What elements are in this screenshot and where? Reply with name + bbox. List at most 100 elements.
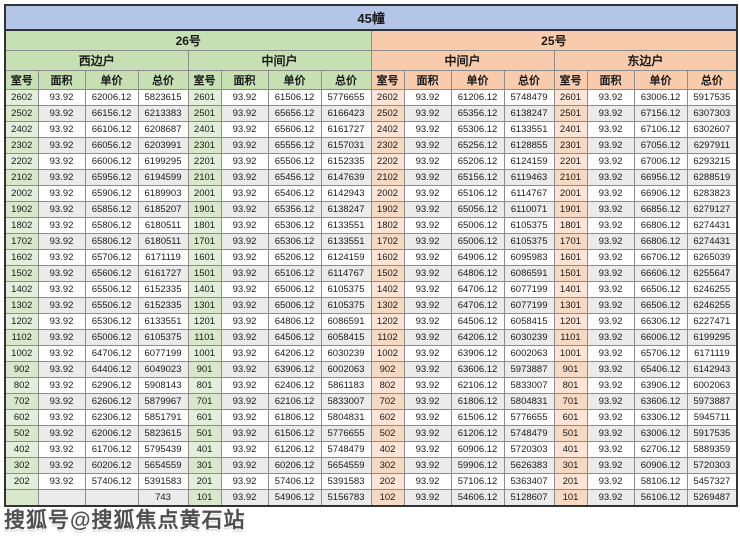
total-price-cell: 5945711 (686, 409, 738, 426)
area-cell: 93.92 (220, 281, 269, 298)
unit-price-cell: 66956.12 (633, 169, 688, 186)
total-price-cell: 6114767 (320, 265, 372, 282)
total-price-cell: 6030239 (320, 345, 372, 362)
total-price-cell: 6307303 (686, 105, 738, 122)
total-price-cell: 6189903 (137, 185, 189, 202)
table-row: 2302 93.92 66056.12 6203991 2301 93.92 65556.1… (4, 137, 738, 154)
area-cell: 93.92 (37, 297, 86, 314)
unit-price-cell: 66806.12 (633, 233, 688, 250)
table-row: 2002 93.92 65906.12 6189903 2001 93.92 65406.1… (4, 185, 738, 202)
total-price-cell: 5654559 (137, 457, 189, 474)
room-cell: 601 (187, 409, 222, 426)
unit-price-cell: 57406.12 (84, 473, 139, 490)
area-cell: 93.92 (403, 329, 452, 346)
column-header-room: 室号 (553, 70, 588, 90)
total-price-cell: 5851791 (137, 409, 189, 426)
room-cell: 2402 (370, 121, 405, 138)
area-cell: 93.92 (586, 265, 635, 282)
room-cell: 1902 (4, 201, 39, 218)
room-cell: 2601 (553, 89, 588, 106)
table-row: 1202 93.92 65306.12 6133551 1201 93.92 64806.1… (4, 313, 738, 330)
room-cell: 1601 (187, 249, 222, 266)
area-cell: 93.92 (37, 121, 86, 138)
room-cell: 1302 (370, 297, 405, 314)
room-cell: 2202 (4, 153, 39, 170)
unit-price-cell: 65406.12 (267, 185, 322, 202)
column-header-area: 面积 (220, 70, 269, 90)
unit-price-cell: 65956.12 (84, 169, 139, 186)
room-cell: 101 (187, 489, 222, 507)
unit-price-cell: 64806.12 (450, 265, 505, 282)
unit-price-cell: 65006.12 (450, 233, 505, 250)
room-cell: 2001 (187, 185, 222, 202)
total-price-cell: 6124159 (320, 249, 372, 266)
area-cell: 93.92 (37, 345, 86, 362)
room-cell: 202 (370, 473, 405, 490)
area-cell: 93.92 (220, 489, 269, 507)
unit-price-cell: 66006.12 (633, 329, 688, 346)
room-cell: 902 (4, 361, 39, 378)
area-cell: 93.92 (37, 473, 86, 490)
total-price-cell: 6246255 (686, 281, 738, 298)
total-price-cell: 5889359 (686, 441, 738, 458)
area-cell: 93.92 (37, 233, 86, 250)
unit-price-cell: 65506.12 (84, 297, 139, 314)
room-cell: 1501 (553, 265, 588, 282)
column-header-area: 面积 (37, 70, 86, 90)
total-price-cell: 6077199 (503, 297, 555, 314)
total-price-cell: 6166423 (320, 105, 372, 122)
total-price-cell: 5391583 (320, 473, 372, 490)
total-price-cell: 5804831 (503, 393, 555, 410)
area-cell: 93.92 (403, 121, 452, 138)
room-cell: 1102 (370, 329, 405, 346)
room-cell: 1802 (4, 217, 39, 234)
area-cell (37, 489, 86, 507)
unit-price-cell: 65606.12 (84, 265, 139, 282)
area-cell: 93.92 (403, 489, 452, 507)
room-cell: 501 (187, 425, 222, 442)
room-cell: 2102 (370, 169, 405, 186)
unit-price-cell: 65106.12 (450, 185, 505, 202)
unit-price-cell: 65206.12 (450, 153, 505, 170)
area-cell: 93.92 (403, 281, 452, 298)
room-cell: 901 (553, 361, 588, 378)
total-price-cell: 6133551 (320, 217, 372, 234)
room-cell: 302 (370, 457, 405, 474)
total-price-cell: 6105375 (503, 217, 555, 234)
room-cell: 1602 (370, 249, 405, 266)
table-row: 1102 93.92 65006.12 6105375 1101 93.92 64506.1… (4, 329, 738, 346)
total-price-cell: 6180511 (137, 217, 189, 234)
room-cell: 1502 (370, 265, 405, 282)
room-cell: 1401 (553, 281, 588, 298)
room-cell: 1002 (4, 345, 39, 362)
total-price-cell: 6152335 (137, 297, 189, 314)
room-cell: 301 (553, 457, 588, 474)
unit-price-cell: 60206.12 (267, 457, 322, 474)
area-cell: 93.92 (220, 249, 269, 266)
unit-price-cell: 65706.12 (633, 345, 688, 362)
area-cell: 93.92 (220, 425, 269, 442)
room-cell: 502 (4, 425, 39, 442)
area-cell: 93.92 (37, 89, 86, 106)
area-cell: 93.92 (586, 361, 635, 378)
total-price-cell: 6105375 (320, 297, 372, 314)
room-cell: 2201 (187, 153, 222, 170)
area-cell: 93.92 (37, 201, 86, 218)
unit-price-cell: 62406.12 (267, 377, 322, 394)
room-cell: 1402 (4, 281, 39, 298)
area-cell: 93.92 (220, 457, 269, 474)
total-price-cell: 6002063 (686, 377, 738, 394)
area-cell: 93.92 (586, 441, 635, 458)
total-price-cell: 6283823 (686, 185, 738, 202)
area-cell: 93.92 (37, 249, 86, 266)
unit-price-cell: 62006.12 (84, 425, 139, 442)
area-cell: 93.92 (220, 137, 269, 154)
room-cell: 702 (4, 393, 39, 410)
total-price-cell: 6274431 (686, 217, 738, 234)
total-price-cell: 6110071 (503, 201, 555, 218)
room-cell: 1402 (370, 281, 405, 298)
total-price-cell: 6152335 (320, 153, 372, 170)
area-cell: 93.92 (586, 313, 635, 330)
total-price-cell: 5720303 (686, 457, 738, 474)
area-cell: 93.92 (586, 297, 635, 314)
